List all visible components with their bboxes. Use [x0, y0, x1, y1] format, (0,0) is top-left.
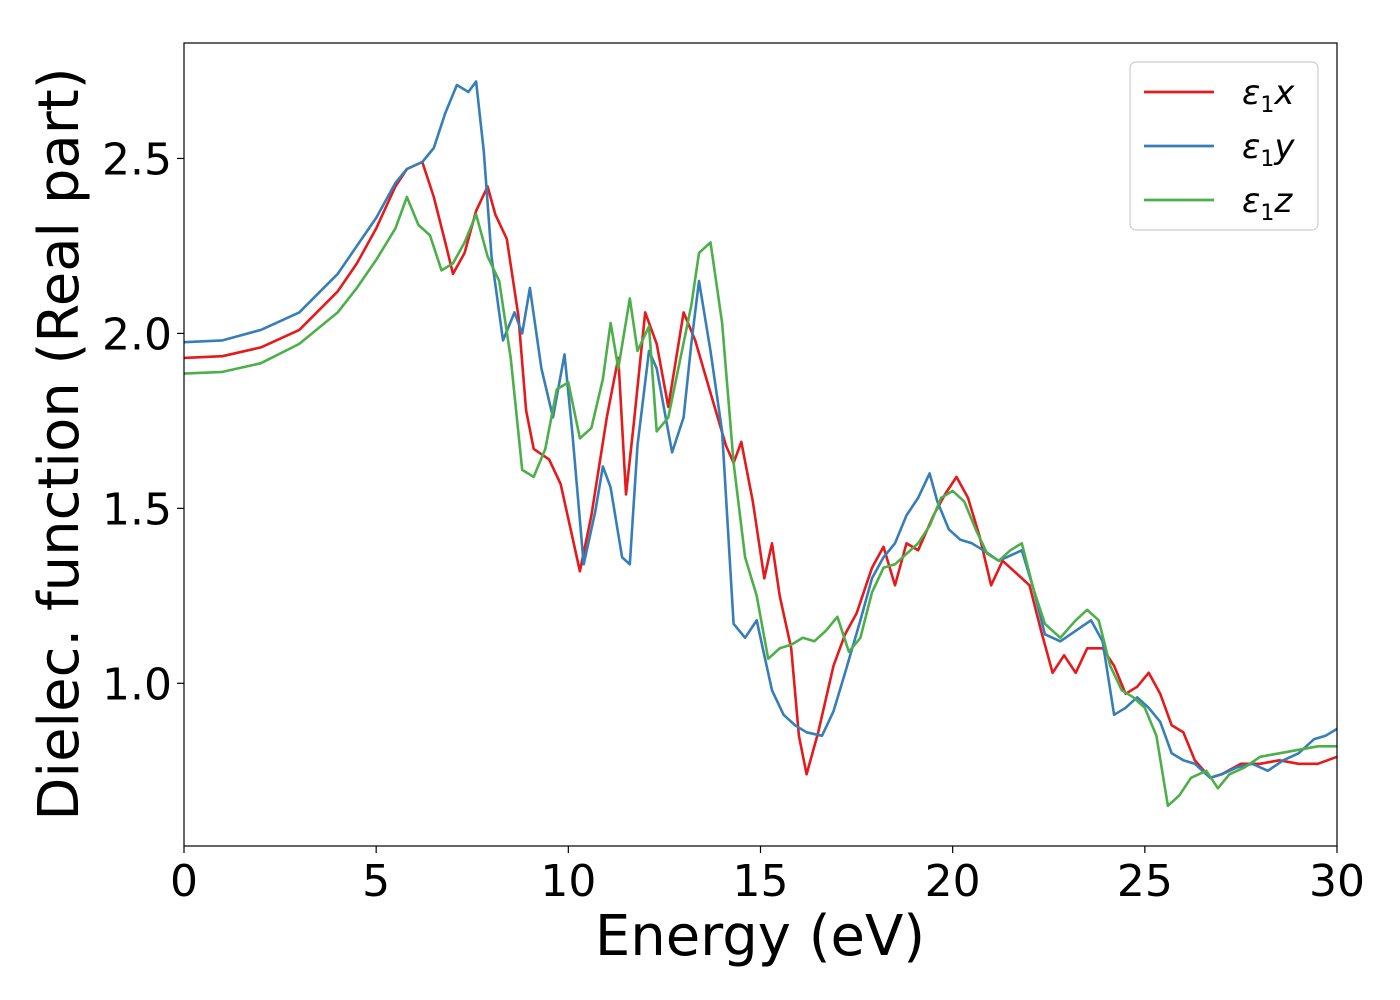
y-axis-ticks: 1.0 1.5 2.0 2.5: [102, 134, 184, 710]
x-tick-label: 5: [362, 856, 390, 907]
x-tick-label: 30: [1309, 856, 1365, 907]
x-tick-label: 15: [733, 856, 789, 907]
x-tick-label: 10: [540, 856, 596, 907]
x-axis-title: Energy (eV): [595, 904, 925, 969]
y-tick-label: 2.0: [102, 309, 172, 360]
legend: ε1x ε1y ε1z: [1129, 61, 1319, 231]
x-tick-label: 0: [170, 856, 198, 907]
x-axis-ticks: 0 5 10 15 20 25 30: [170, 846, 1365, 907]
legend-label-y: ε1y: [1242, 127, 1295, 172]
y-tick-label: 1.0: [102, 659, 172, 710]
x-tick-label: 20: [925, 856, 981, 907]
y-tick-label: 1.5: [102, 484, 172, 535]
y-tick-label: 2.5: [102, 134, 172, 185]
legend-label-z: ε1z: [1242, 181, 1293, 226]
series-line-z: [184, 195, 1337, 808]
series-line-x: [184, 160, 1337, 780]
y-axis-title: Dielec. function (Real part): [27, 67, 92, 820]
x-tick-label: 25: [1117, 856, 1173, 907]
legend-box: [1129, 61, 1319, 231]
series-line-y: [184, 80, 1337, 780]
legend-label-x: ε1x: [1242, 73, 1295, 118]
